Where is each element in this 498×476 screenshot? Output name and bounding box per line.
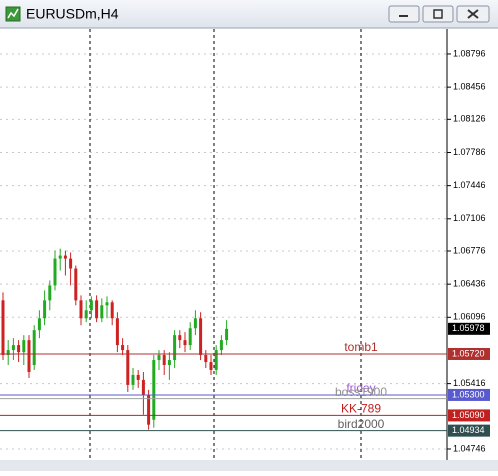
candle-body — [115, 318, 119, 346]
candle-body — [48, 285, 52, 301]
candle-body — [173, 335, 177, 361]
y-tick-label: 1.07786 — [453, 147, 486, 157]
candle-body — [110, 302, 114, 319]
candle-body — [199, 318, 203, 356]
price-line-name: KK-789 — [341, 402, 381, 416]
price-line-box — [448, 388, 490, 401]
plot-area — [0, 29, 447, 460]
candle-body — [6, 350, 10, 356]
candle-body — [204, 355, 208, 363]
close-glyph — [467, 9, 479, 19]
window-bottom-border — [0, 460, 498, 471]
grid — [0, 53, 447, 450]
candle-body — [131, 374, 135, 385]
candle-body — [225, 328, 229, 341]
candle-body — [183, 340, 187, 346]
candle-body — [162, 355, 166, 366]
candle-body — [95, 300, 99, 319]
y-tick-label: 1.08126 — [453, 114, 486, 124]
candle-body — [188, 328, 192, 346]
y-tick-label: 1.05416 — [453, 378, 486, 388]
candle-body — [84, 310, 88, 319]
y-tick-label: 1.08456 — [453, 82, 486, 92]
candle-body — [147, 394, 151, 425]
candle-body — [157, 355, 161, 361]
candle-body — [79, 300, 83, 319]
y-tick-label: 1.07106 — [453, 213, 486, 223]
candle-body — [37, 318, 41, 331]
y-tick-label: 1.07446 — [453, 180, 486, 190]
y-tick-label: 1.06436 — [453, 279, 486, 289]
price-line-label: 1.04934 — [452, 425, 485, 435]
candle-body — [100, 305, 104, 319]
restore-button[interactable] — [422, 5, 454, 23]
price-line-label: 1.05720 — [452, 348, 485, 358]
candle-body — [209, 362, 213, 370]
last-price-label: 1.05978 — [452, 323, 485, 333]
window-title: EURUSDm,H4 — [26, 6, 119, 22]
candle-body — [193, 318, 197, 329]
window-buttons — [388, 5, 490, 23]
y-tick-label: 1.06776 — [453, 245, 486, 255]
y-tick-label: 1.04746 — [453, 443, 486, 453]
price-line-name: bird2000 — [338, 417, 385, 431]
candle-body — [126, 350, 130, 385]
minimize-button[interactable] — [388, 5, 420, 23]
candle-body — [167, 360, 171, 366]
candle-body — [214, 350, 218, 370]
price-line-name: friday — [346, 381, 375, 395]
last-price-box — [448, 322, 490, 335]
candle-body — [63, 255, 67, 259]
candle-body — [27, 340, 31, 373]
candle-body — [178, 335, 182, 341]
price-line-box — [448, 424, 490, 437]
candle-body — [74, 268, 78, 301]
candle-body — [121, 345, 125, 351]
candle-body — [17, 345, 21, 353]
candle-body — [89, 300, 93, 311]
price-line-name: tomb1 — [344, 340, 378, 354]
candle-body — [69, 258, 73, 269]
price-line-box — [448, 409, 490, 422]
candle-body — [1, 300, 5, 356]
window-icon-glyph — [7, 8, 19, 19]
price-axis: 1.08796 1.08456 1.08126 1.07786 1.07446 1.071… — [447, 48, 490, 453]
candles — [1, 248, 229, 430]
price-line-box — [448, 347, 490, 360]
candle-body — [141, 379, 145, 395]
price-line-label: 1.05090 — [452, 410, 485, 420]
price-line-name: boss1900 — [335, 385, 387, 399]
candle-body — [32, 330, 36, 366]
candle-body — [219, 340, 223, 351]
minimize-glyph — [399, 15, 408, 17]
candle-body — [53, 258, 57, 286]
restore-glyph — [433, 9, 443, 19]
y-tick-label: 1.08796 — [453, 48, 486, 58]
candle-body — [136, 374, 140, 380]
price-line-label: 1.05300 — [452, 389, 485, 399]
candle-body — [22, 340, 26, 353]
candle-body — [152, 360, 156, 420]
candle-body — [43, 300, 47, 319]
candle-body — [11, 345, 15, 351]
y-tick-label: 1.06096 — [453, 312, 486, 322]
candle-body — [58, 255, 62, 259]
candle-body — [105, 302, 109, 306]
